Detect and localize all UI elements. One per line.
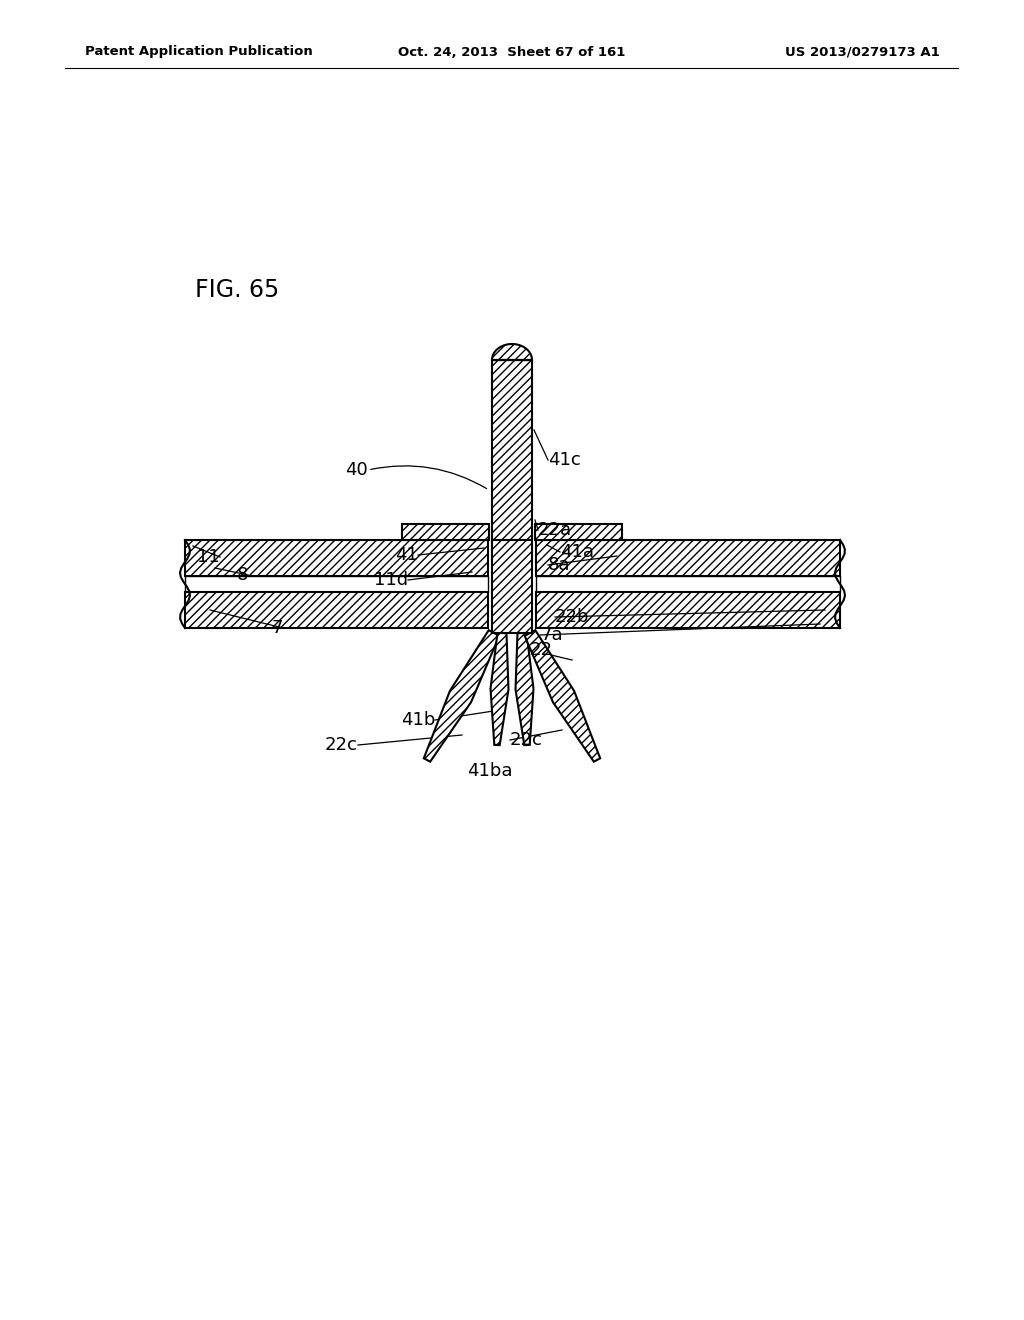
Text: 41c: 41c [548, 451, 581, 469]
Polygon shape [535, 524, 622, 540]
Text: 7: 7 [271, 619, 283, 638]
Text: 22c: 22c [510, 731, 543, 748]
Polygon shape [492, 360, 532, 560]
Polygon shape [536, 576, 840, 591]
Text: Patent Application Publication: Patent Application Publication [85, 45, 312, 58]
Polygon shape [536, 540, 840, 576]
Polygon shape [524, 630, 600, 762]
Polygon shape [185, 540, 488, 576]
Text: 41b: 41b [400, 711, 435, 729]
Text: 7a: 7a [540, 626, 562, 644]
Text: 41: 41 [395, 546, 418, 564]
Polygon shape [424, 630, 500, 762]
Text: 8: 8 [237, 566, 248, 583]
Text: 41a: 41a [560, 543, 594, 561]
Polygon shape [492, 345, 532, 360]
Text: 22a: 22a [538, 521, 572, 539]
Polygon shape [185, 576, 488, 591]
Text: 11: 11 [198, 548, 220, 566]
Polygon shape [536, 591, 840, 628]
Text: US 2013/0279173 A1: US 2013/0279173 A1 [785, 45, 940, 58]
Polygon shape [185, 591, 488, 628]
Text: 22: 22 [530, 642, 553, 659]
Text: 8a: 8a [548, 556, 570, 574]
Polygon shape [490, 632, 509, 744]
Polygon shape [492, 540, 532, 634]
Text: 22c: 22c [326, 737, 358, 754]
Polygon shape [515, 632, 534, 744]
Text: 41ba: 41ba [467, 762, 513, 780]
Text: 22b: 22b [555, 609, 590, 626]
Text: 11d: 11d [374, 572, 408, 589]
Text: FIG. 65: FIG. 65 [195, 279, 280, 302]
Text: 40: 40 [345, 461, 368, 479]
Text: Oct. 24, 2013  Sheet 67 of 161: Oct. 24, 2013 Sheet 67 of 161 [398, 45, 626, 58]
Polygon shape [402, 524, 489, 540]
